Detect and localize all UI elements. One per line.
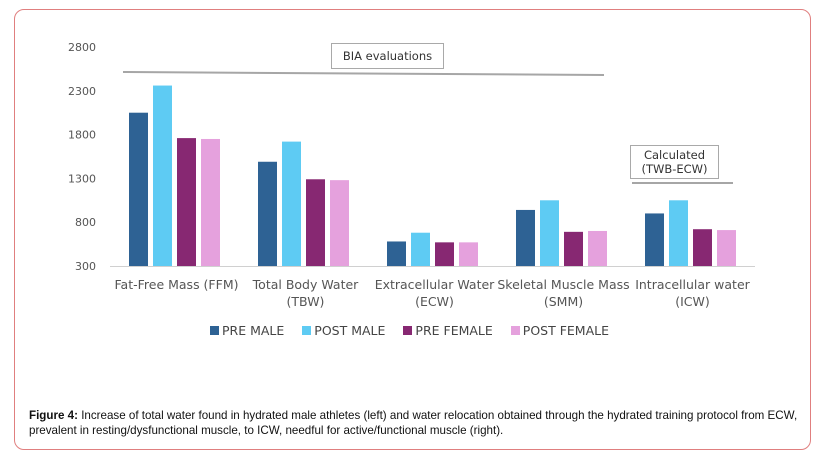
bar — [306, 179, 325, 266]
legend-label: POST MALE — [314, 323, 386, 338]
bar — [282, 141, 301, 266]
legend-item: PRE FEMALE — [403, 323, 493, 338]
bar — [693, 229, 712, 266]
y-tick-label: 1800 — [68, 129, 96, 142]
caption-label: Figure 4: — [29, 409, 78, 422]
bar — [153, 85, 172, 266]
y-tick-label: 300 — [75, 260, 96, 273]
annotation-bia-text: BIA evaluations — [342, 49, 433, 63]
bia-bracket-line — [122, 71, 605, 76]
x-category-label: Total Body Water — [252, 277, 360, 292]
bar — [177, 138, 196, 266]
y-tick-label: 1300 — [68, 172, 96, 185]
bar — [645, 213, 664, 266]
annotation-calculated-line1: Calculated — [643, 148, 705, 162]
bar — [540, 200, 559, 266]
annotation-calculated-line2: (TWB-ECW) — [641, 162, 708, 176]
bar — [201, 138, 220, 266]
caption-text: Increase of total water found in hydrate… — [29, 409, 798, 437]
x-category-label: Fat-Free Mass (FFM) — [115, 277, 239, 292]
y-tick-label: 800 — [75, 216, 96, 229]
x-category-label: (SMM) — [544, 294, 583, 309]
bar — [435, 242, 454, 266]
legend-swatch — [403, 326, 413, 335]
legend-label: POST FEMALE — [522, 323, 610, 338]
legend: PRE MALE POST MALE PRE FEMALE POST FEMALE — [0, 323, 819, 338]
legend-item: PRE MALE — [209, 323, 285, 338]
figure-caption: Figure 4: Increase of total water found … — [29, 408, 799, 438]
legend-swatch — [209, 326, 219, 335]
legend-item: POST MALE — [302, 323, 385, 338]
bar — [516, 209, 535, 266]
bar — [717, 230, 736, 266]
bar — [387, 241, 406, 266]
x-category-label: Extracellular Water — [375, 277, 495, 292]
x-category-label: Intracellular water — [635, 277, 750, 292]
x-category-label: (TBW) — [287, 294, 325, 309]
bar — [129, 112, 148, 266]
legend-swatch — [302, 326, 312, 335]
x-category-label: (ICW) — [675, 294, 710, 309]
x-category-label: Skeletal Muscle Mass — [497, 277, 629, 292]
bar — [258, 161, 277, 266]
bar — [411, 232, 430, 266]
legend-swatch — [510, 326, 520, 335]
bar — [459, 242, 478, 266]
annotation-bia-evaluations: BIA evaluations — [331, 43, 444, 69]
y-tick-label: 2800 — [68, 41, 96, 54]
x-category-label: (ECW) — [415, 294, 454, 309]
legend-label: PRE FEMALE — [415, 323, 493, 338]
annotation-calculated: Calculated (TWB-ECW) — [630, 145, 719, 179]
bar — [330, 180, 349, 266]
bar — [588, 230, 607, 266]
bar — [564, 231, 583, 266]
legend-item: POST FEMALE — [510, 323, 610, 338]
bar — [669, 200, 688, 266]
legend-label: PRE MALE — [221, 323, 285, 338]
y-tick-label: 2300 — [68, 85, 96, 98]
